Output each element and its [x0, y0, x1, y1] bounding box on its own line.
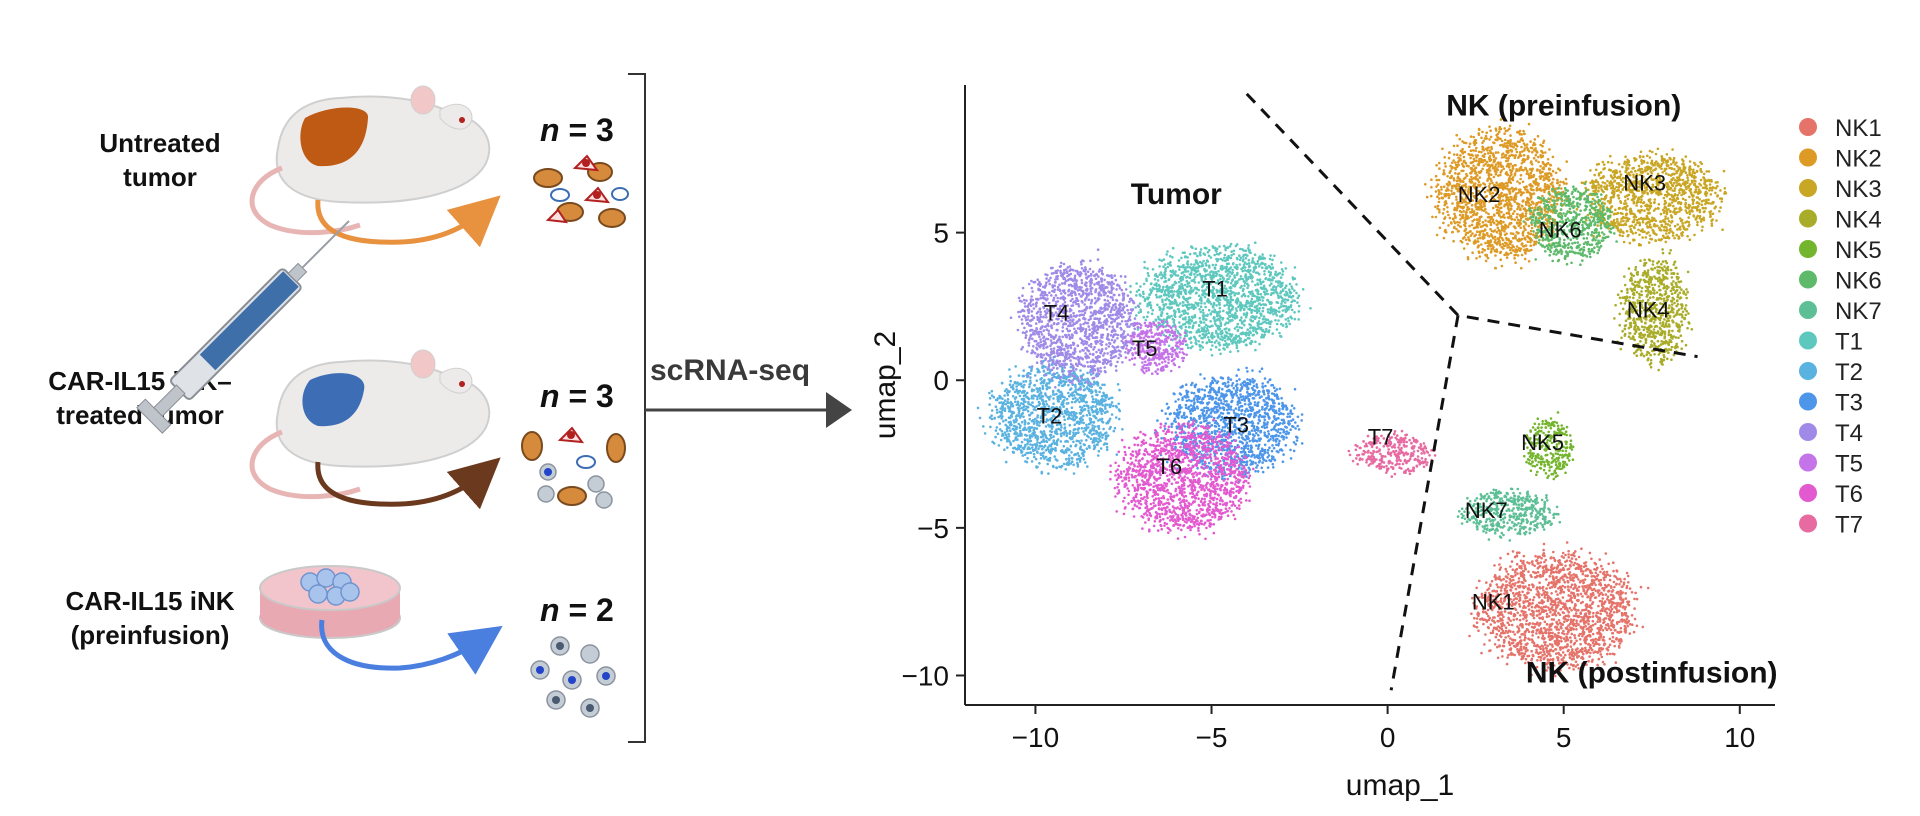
legend-label: T1 [1835, 329, 1863, 356]
region-label: NK (preinfusion) [1446, 90, 1681, 123]
legend-swatch [1799, 270, 1817, 289]
condition-label-line: Untreated [99, 128, 221, 158]
region-label: Tumor [1131, 178, 1222, 211]
region-label: NK (postinfusion) [1526, 657, 1778, 690]
condition-label-preinfusion: CAR-IL15 iNK (preinfusion) [40, 584, 260, 652]
y-tick-label: 0 [933, 365, 949, 396]
cluster-label: NK4 [1627, 297, 1670, 322]
y-tick-label: 5 [933, 218, 949, 249]
cluster-label: T5 [1132, 336, 1158, 361]
cluster-label: T4 [1044, 300, 1070, 325]
cluster-label: NK1 [1472, 590, 1515, 615]
cluster-label: T1 [1202, 277, 1228, 302]
legend-label: NK1 [1835, 115, 1882, 142]
cluster-t4 [1009, 248, 1147, 391]
region-boundary [1245, 92, 1698, 359]
n-symbol: n [540, 378, 560, 414]
cluster-label: T6 [1156, 454, 1182, 479]
x-tick-label: 5 [1556, 722, 1572, 753]
legend-swatch [1799, 484, 1817, 502]
design-illustration [136, 73, 852, 743]
syringe-icon [136, 220, 350, 434]
legend-label: T4 [1835, 420, 1863, 447]
sample-count-preinfusion: n = 2 [540, 592, 614, 629]
condition-label-line: CAR-IL15 iNK [65, 586, 235, 616]
x-tick-label: 0 [1380, 722, 1396, 753]
n-symbol: n [540, 112, 560, 148]
cluster-nk3 [1569, 147, 1728, 247]
sample-count-untreated: n = 3 [540, 112, 614, 149]
n-symbol: n [540, 592, 560, 628]
cluster-label: NK5 [1521, 430, 1564, 455]
legend-swatch [1799, 392, 1817, 411]
cell-cluster-icon [521, 426, 626, 509]
cluster-label: NK7 [1465, 498, 1508, 523]
sample-count-treated: n = 3 [540, 378, 614, 415]
legend-label: T3 [1835, 390, 1863, 417]
legend-swatch [1799, 148, 1817, 167]
cluster-label: NK3 [1623, 170, 1666, 195]
cluster-nk5 [1523, 411, 1575, 481]
cluster-t3 [1153, 366, 1304, 484]
cluster-t5 [1124, 319, 1188, 376]
x-tick-label: −10 [1012, 722, 1060, 753]
legend-label: T7 [1835, 512, 1863, 539]
cluster-nk6 [1522, 182, 1618, 267]
method-label: scRNA-seq [650, 354, 811, 387]
y-tick-label: −5 [917, 513, 949, 544]
cluster-label: NK6 [1539, 218, 1582, 243]
cluster-nk7 [1456, 487, 1562, 542]
umap-points [976, 117, 1728, 678]
x-tick-label: −5 [1196, 722, 1228, 753]
x-axis-title: umap_1 [1346, 769, 1454, 802]
legend-swatch [1799, 118, 1817, 136]
cluster-t1 [1129, 241, 1312, 357]
petri-dish-icon [259, 565, 503, 675]
arrow-head-icon [826, 392, 852, 428]
n-value: = 3 [559, 112, 614, 148]
cell-cluster-icon [530, 636, 616, 718]
legend-swatch [1799, 362, 1817, 380]
legend-swatch [1799, 240, 1817, 258]
legend-label: NK5 [1835, 237, 1882, 264]
condition-label-line: (preinfusion) [70, 620, 230, 650]
cluster-label: T2 [1037, 404, 1063, 429]
cell-cluster-icon [533, 154, 629, 228]
legend-label: T6 [1835, 481, 1863, 508]
legend-label: NK4 [1835, 207, 1882, 234]
cluster-nk2 [1424, 117, 1571, 270]
cluster-t2 [976, 355, 1124, 475]
legend-swatch [1799, 514, 1817, 533]
cluster-t7 [1347, 429, 1437, 478]
cluster-label: T3 [1223, 413, 1249, 438]
y-axis-title: umap_2 [869, 331, 902, 439]
cluster-t6 [1109, 418, 1255, 541]
legend-swatch [1799, 209, 1817, 228]
y-tick-label: −10 [902, 660, 950, 691]
legend-label: NK7 [1835, 298, 1882, 325]
mouse-icon [249, 85, 501, 248]
legend-swatch [1799, 453, 1817, 472]
legend-label: T5 [1835, 451, 1863, 478]
legend-label: T2 [1835, 359, 1863, 386]
cluster-label: T7 [1368, 424, 1394, 449]
cluster-label: NK2 [1458, 182, 1501, 207]
n-value: = 2 [559, 592, 614, 628]
mouse-icon [249, 349, 501, 510]
legend-swatch [1799, 179, 1817, 197]
n-value: = 3 [559, 378, 614, 414]
legend-label: NK3 [1835, 176, 1882, 203]
legend-swatch [1799, 331, 1817, 350]
region-boundary [1389, 315, 1460, 691]
legend-swatch [1799, 301, 1817, 319]
x-tick-label: 10 [1724, 722, 1755, 753]
legend-label: NK2 [1835, 146, 1882, 173]
cluster-nk1 [1468, 541, 1650, 678]
sample-bracket [628, 73, 646, 743]
condition-label-line: tumor [123, 162, 197, 192]
legend-swatch [1799, 423, 1817, 441]
legend-label: NK6 [1835, 268, 1882, 295]
condition-label-untreated: Untreated tumor [50, 126, 270, 194]
